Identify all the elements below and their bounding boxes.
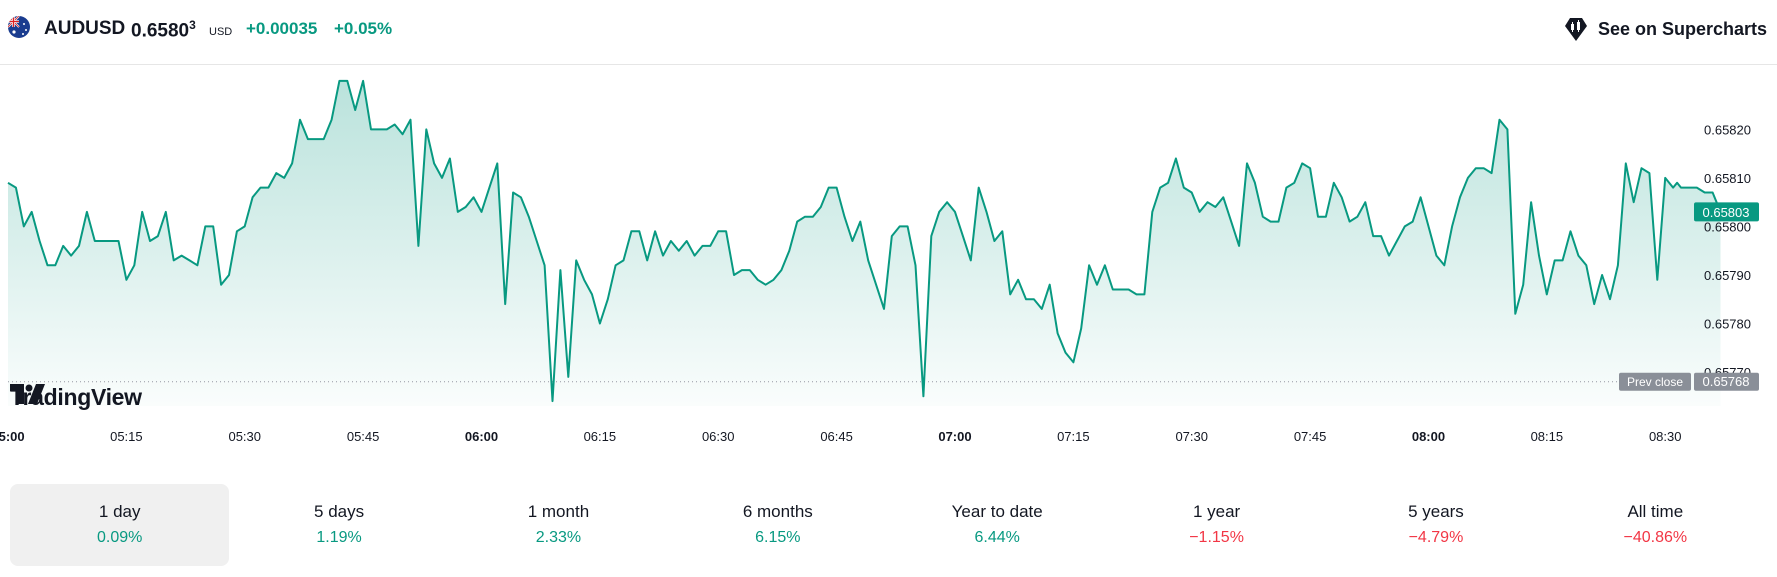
- prev-close-tag-text: Prev close: [1627, 375, 1683, 389]
- x-tick-label: 06:45: [820, 429, 853, 444]
- change-percent: +0.05%: [334, 19, 393, 38]
- prev-close-badge-text: 0.65768: [1703, 374, 1750, 389]
- see-on-supercharts-button[interactable]: See on Supercharts: [1562, 14, 1767, 44]
- tradingview-logo-icon: [10, 384, 45, 404]
- symbol-name[interactable]: AUDUSD: [44, 18, 126, 39]
- y-tick-label: 0.65790: [1704, 268, 1751, 283]
- change-absolute: +0.00035: [246, 19, 318, 38]
- period-change: 1.19%: [316, 529, 362, 546]
- x-tick-label: 07:00: [938, 429, 971, 444]
- period-label: 5 years: [1408, 502, 1464, 521]
- period-label: 1 year: [1192, 502, 1241, 521]
- period-tab[interactable]: 5 days 1.19%: [229, 484, 448, 566]
- y-tick-label: 0.65800: [1704, 219, 1751, 234]
- price-superscript: 3: [189, 18, 196, 32]
- period-label: 1 month: [527, 502, 590, 521]
- period-tab[interactable]: Year to date 6.44%: [888, 484, 1107, 566]
- symbol-header: AUDUSD 0.65803 USD +0.00035 +0.05% See o…: [0, 0, 1777, 65]
- period-change: −1.15%: [1189, 529, 1244, 546]
- x-tick-label: 06:00: [465, 429, 498, 444]
- tradingview-logo: TradingView: [10, 384, 142, 411]
- x-tick-label: 05:45: [347, 429, 380, 444]
- x-tick-label: 06:15: [584, 429, 617, 444]
- australia-flag-icon: [8, 16, 30, 38]
- period-change: 0.09%: [97, 529, 143, 546]
- period-label: Year to date: [951, 502, 1043, 521]
- y-tick-label: 0.65820: [1704, 122, 1751, 137]
- period-tab[interactable]: All time −40.86%: [1546, 484, 1765, 566]
- x-tick-label: 05:30: [228, 429, 261, 444]
- period-tab[interactable]: 1 month 2.33%: [449, 484, 668, 566]
- x-tick-label: 05:15: [110, 429, 143, 444]
- x-tick-label: 06:30: [702, 429, 735, 444]
- price-chart[interactable]: 0.65820 0.65810 0.65800 0.65790 0.65780 0.657…: [0, 66, 1777, 466]
- currency-label: USD: [209, 26, 233, 38]
- y-tick-label: 0.65780: [1704, 317, 1751, 332]
- period-label: All time: [1627, 502, 1684, 521]
- x-tick-label: 07:45: [1294, 429, 1327, 444]
- period-change: −4.79%: [1408, 529, 1464, 546]
- period-tab[interactable]: 1 year −1.15%: [1107, 484, 1326, 566]
- supercharts-icon: [1564, 18, 1587, 41]
- last-price: 0.65803: [131, 18, 196, 42]
- period-change: 2.33%: [535, 529, 582, 546]
- prev-close-tag: [1619, 372, 1691, 391]
- x-tick-label: 07:15: [1057, 429, 1090, 444]
- x-tick-label: 05:00: [0, 429, 25, 444]
- x-tick-label: 08:30: [1649, 429, 1682, 444]
- period-tab[interactable]: 1 day 0.09%: [10, 484, 230, 566]
- period-tab[interactable]: 6 months 6.15%: [668, 484, 887, 566]
- performance-periods: 1 day 0.09% 5 days 1.19% 1 month 2.33% 6 month…: [10, 484, 1765, 566]
- chart-canvas[interactable]: 0.65820 0.65810 0.65800 0.65790 0.65780 0.657…: [0, 66, 1777, 466]
- period-tab[interactable]: 5 years −4.79%: [1326, 484, 1545, 566]
- x-tick-label: 08:15: [1531, 429, 1564, 444]
- price-main: 0.6580: [131, 20, 190, 42]
- supercharts-label: See on Supercharts: [1597, 18, 1767, 39]
- x-tick-label: 07:30: [1175, 429, 1208, 444]
- period-change: 6.44%: [974, 529, 1020, 546]
- prev-close-badge: [1694, 372, 1759, 391]
- y-tick-label: 0.65810: [1704, 171, 1751, 186]
- price-line: [7, 79, 1722, 403]
- last-price-badge-text: 0.65803: [1703, 205, 1750, 220]
- period-change: 6.15%: [755, 529, 801, 546]
- period-label: 1 day: [98, 502, 141, 521]
- last-price-badge: [1694, 202, 1759, 222]
- period-label: 5 days: [314, 502, 365, 521]
- period-label: 6 months: [742, 502, 813, 521]
- x-tick-label: 08:00: [1412, 429, 1445, 444]
- period-change: −40.86%: [1623, 529, 1688, 546]
